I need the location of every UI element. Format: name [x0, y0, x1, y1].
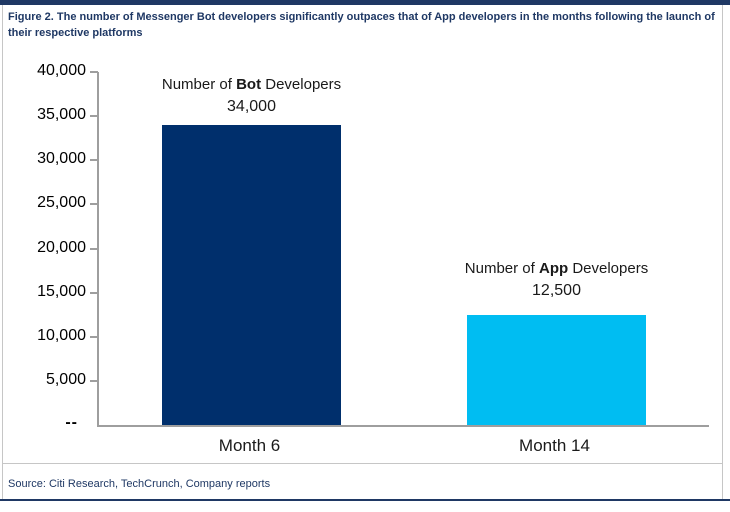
- annotation-app-value: 12,500: [532, 282, 581, 299]
- left-frame-border: [2, 5, 3, 500]
- y-axis-tick-mark: [90, 159, 98, 162]
- y-axis-tick-mark: [90, 203, 98, 206]
- x-axis-labels: Month 6 Month 14: [97, 436, 707, 458]
- annotation-bot-suffix: Developers: [261, 76, 342, 93]
- bottom-accent-line: [0, 499, 730, 501]
- y-axis-tick-label: 10,000: [37, 326, 86, 344]
- y-axis-tick-label: 40,000: [37, 62, 86, 79]
- y-axis-zero-label: --: [65, 414, 78, 431]
- annotation-bot-label: Number of Bot Developers: [99, 76, 404, 94]
- annotation-bot-bold: Bot: [236, 76, 262, 93]
- annotation-bot-prefix: Number of: [161, 76, 237, 93]
- y-axis-tick-label: 30,000: [37, 150, 86, 168]
- y-axis-tick-label: 15,000: [37, 282, 86, 300]
- x-axis-label-month-14: Month 14: [519, 436, 590, 455]
- annotation-app-suffix: Developers: [568, 260, 649, 277]
- bar-bot-developers: [162, 124, 341, 425]
- y-axis-tick-mark: [90, 379, 98, 382]
- y-axis-tick-mark: [90, 335, 98, 338]
- x-axis-label-month-6: Month 6: [218, 436, 281, 455]
- y-axis-tick-mark: [90, 71, 98, 73]
- y-axis-tick-mark: [90, 291, 98, 294]
- right-frame-border: [722, 5, 723, 500]
- bar-app-developers: [467, 314, 646, 425]
- annotation-bot-value: 34,000: [227, 98, 276, 115]
- figure-title: Figure 2. The number of Messenger Bot de…: [8, 9, 722, 41]
- y-axis-tick-label: 25,000: [37, 194, 86, 212]
- figure-title-line2: their respective platforms: [8, 27, 143, 39]
- plot-area: Number of Bot Developers 34,000 Number o…: [90, 71, 709, 427]
- top-accent-bar: [0, 0, 730, 5]
- y-axis-tick-label: 20,000: [37, 238, 86, 256]
- annotation-app-label: Number of App Developers: [404, 260, 709, 278]
- annotation-app-bold: App: [538, 260, 569, 277]
- y-tick-labels: -- 40,000 35,000 30,000 25,000 20,000 15,000 1…: [0, 62, 86, 431]
- y-axis-tick-mark: [90, 247, 98, 250]
- annotation-app-developers: Number of App Developers 12,500: [404, 260, 709, 300]
- annotation-app-prefix: Number of: [464, 260, 539, 277]
- annotation-bot-developers: Number of Bot Developers 34,000: [99, 76, 404, 116]
- source-note: Source: Citi Research, TechCrunch, Compa…: [8, 478, 271, 490]
- footer-separator-line: [2, 463, 722, 464]
- y-axis-tick-label: 5,000: [45, 370, 86, 388]
- y-axis-tick-mark: [90, 115, 98, 118]
- y-axis-tick-label: 35,000: [37, 106, 86, 124]
- figure-title-line1: Figure 2. The number of Messenger Bot de…: [8, 11, 715, 23]
